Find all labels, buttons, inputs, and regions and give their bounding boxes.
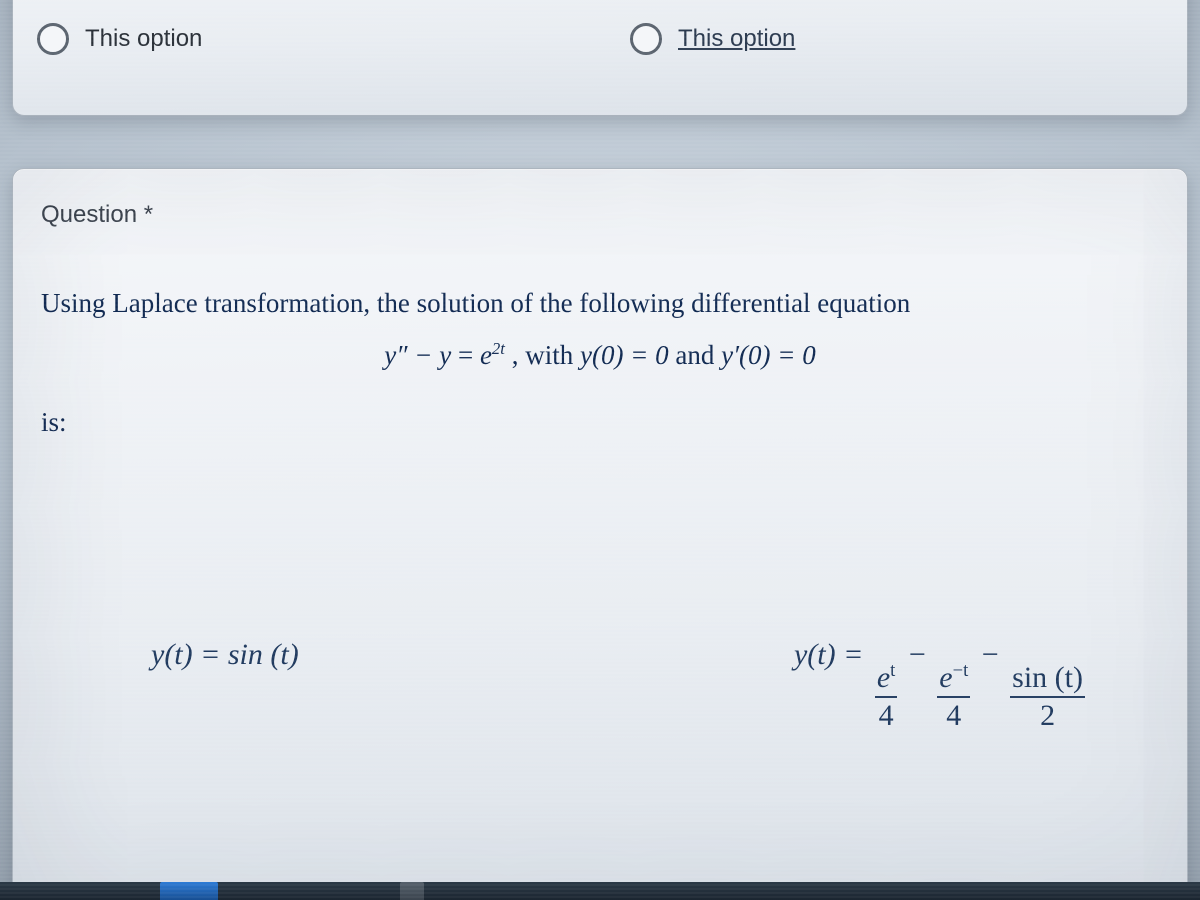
option-a-label: This option [85,25,202,53]
previous-question-card: This option This option [12,0,1188,116]
eq-ic2: y′(0) = 0 [721,340,816,370]
eq-rhs: e2t [480,340,512,370]
answer-b-term-3: sin (t) 2 [1010,661,1085,733]
eq-rhs-exp: 2t [492,339,505,358]
taskbar [0,882,1200,900]
radio-icon[interactable] [630,23,662,55]
option-b-label: This option [678,25,795,53]
eq-ic1: y(0) = 0 [580,340,669,370]
stem-is: is: [41,407,1159,438]
radio-icon[interactable] [37,23,69,55]
answer-b-prefix: y(t) = [794,638,871,671]
t2-exp: −t [953,660,969,681]
t1-base: e [877,661,890,694]
answer-a[interactable]: y(t) = sin (t) [151,638,299,733]
t1-op: − [909,638,933,671]
eq-equals: = [458,340,480,370]
t3-num: sin (t) [1012,661,1083,694]
t1-exp: t [890,660,895,681]
t2-den: 4 [946,698,961,733]
stem-equation: y″ − y = e2t , with y(0) = 0 and y′(0) =… [41,339,1159,371]
taskbar-item[interactable] [400,882,424,900]
t2-base: e [939,661,952,694]
screenshot-viewport: This option This option Question * Using… [0,0,1200,900]
option-a[interactable]: This option [37,23,570,55]
eq-with: , with [512,340,580,370]
eq-rhs-base: e [480,340,492,370]
answers-row: y(t) = sin (t) y(t) = et 4 − e−t 4 − sin… [41,638,1159,733]
question-title: Question * [41,201,1159,229]
eq-lhs: y″ − y [384,340,451,370]
t2-op: − [982,638,1006,671]
t1-den: 4 [879,698,894,733]
question-stem: Using Laplace transformation, the soluti… [41,285,1159,438]
answer-b-term-1: et 4 [875,660,898,733]
stem-line-1: Using Laplace transformation, the soluti… [41,285,1159,321]
answer-b[interactable]: y(t) = et 4 − e−t 4 − sin (t) 2 [794,638,1089,733]
options-row: This option This option [37,23,1163,55]
t3-den: 2 [1040,698,1055,733]
taskbar-active-window[interactable] [160,882,218,900]
option-b[interactable]: This option [630,23,1163,55]
eq-and: and [675,340,721,370]
question-card: Question * Using Laplace transformation,… [12,168,1188,900]
answer-b-term-2: e−t 4 [937,660,970,733]
